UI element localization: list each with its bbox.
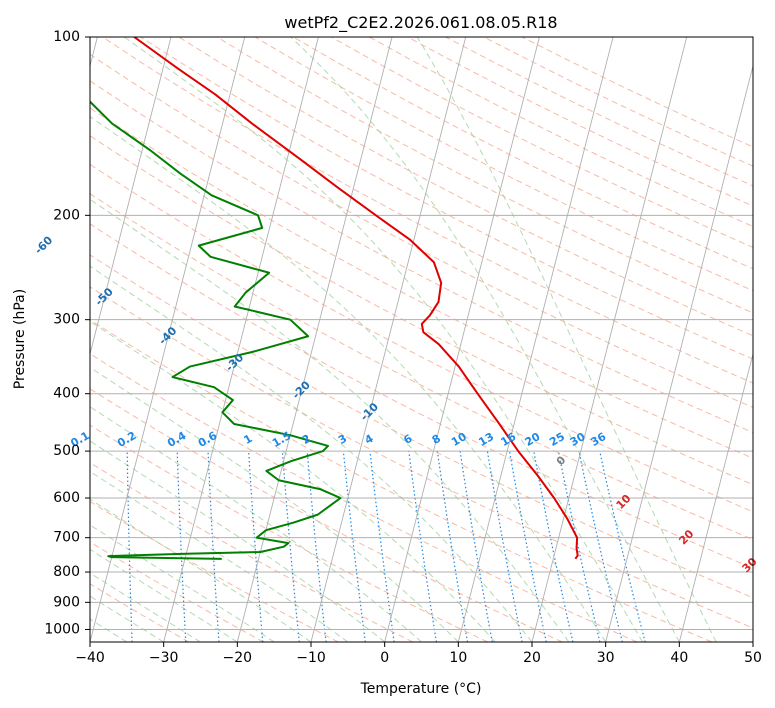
dry-adiabat bbox=[178, 37, 753, 337]
dry-adiabat bbox=[90, 163, 753, 513]
y-tick-label: 800 bbox=[53, 564, 80, 580]
mixing-ratio-line bbox=[369, 451, 395, 642]
isotherm-line bbox=[310, 37, 467, 642]
pressure-gridlines bbox=[90, 37, 753, 630]
y-tick-label: 400 bbox=[53, 386, 80, 402]
y-tick-label: 900 bbox=[53, 594, 80, 610]
mixing-ratio-line bbox=[342, 451, 366, 642]
chart-title: wetPf2_C2E2.2026.061.08.05.R18 bbox=[284, 13, 557, 33]
dry-adiabat bbox=[90, 53, 753, 409]
mixing-ratio-line bbox=[557, 450, 601, 642]
dry-adiabat bbox=[90, 583, 190, 642]
plot-frame bbox=[89, 36, 754, 643]
x-axis-ticks: −40 −30 −20 −10 0 10 20 30 40 50 bbox=[75, 642, 762, 666]
x-tick-label: −40 bbox=[75, 650, 105, 666]
isotherm-line bbox=[384, 37, 540, 642]
mixing-ratio-line bbox=[248, 451, 264, 642]
y-tick-label: 100 bbox=[53, 29, 80, 45]
x-tick-label: 10 bbox=[449, 650, 467, 666]
x-tick-label: 30 bbox=[597, 650, 615, 666]
isotherm-line bbox=[236, 37, 393, 642]
x-tick-label: −30 bbox=[149, 650, 179, 666]
x-axis-label: Temperature (°C) bbox=[360, 681, 482, 697]
x-tick-label: 40 bbox=[670, 650, 688, 666]
mixing-ratio-line bbox=[306, 451, 327, 642]
skewed-isotherms bbox=[90, 37, 753, 642]
moist-adiabat bbox=[416, 37, 717, 642]
isotherm-line bbox=[605, 64, 753, 642]
profile-series bbox=[90, 37, 579, 560]
moist-adiabat bbox=[90, 366, 459, 642]
isotherm-line bbox=[531, 37, 688, 642]
dry-adiabat bbox=[90, 319, 712, 642]
x-tick-label: −20 bbox=[223, 650, 253, 666]
x-tick-label: 50 bbox=[744, 650, 762, 666]
mixing-ratio-line bbox=[533, 450, 574, 642]
y-tick-label: 700 bbox=[53, 530, 80, 546]
plot-background bbox=[90, 37, 753, 642]
dry-adiabat bbox=[90, 254, 753, 599]
dewpoint-line bbox=[90, 100, 342, 560]
isotherm-line bbox=[678, 352, 753, 642]
dry-adiabat bbox=[90, 388, 563, 642]
y-tick-label: 1000 bbox=[44, 621, 80, 637]
dry-adiabat bbox=[90, 135, 753, 486]
x-tick-label: −10 bbox=[296, 650, 326, 666]
moist-adiabat bbox=[290, 37, 680, 642]
moist-adiabat bbox=[90, 115, 607, 642]
dry-adiabat bbox=[90, 286, 753, 629]
mixing-ratio-line bbox=[80, 451, 81, 642]
dry-adiabat bbox=[90, 353, 638, 642]
temperature-line bbox=[133, 37, 579, 560]
mixing-ratio-line bbox=[578, 450, 623, 642]
isotherm-line bbox=[90, 37, 246, 642]
dry-adiabat bbox=[90, 424, 488, 642]
mixing-ratio-line bbox=[508, 450, 547, 642]
y-axis-ticks: 100 200 300 400 500 600 700 800 900 1000 bbox=[44, 29, 90, 637]
moist-adiabat bbox=[90, 265, 533, 642]
isotherm-label: -60 bbox=[32, 233, 55, 256]
isotherm-line bbox=[163, 37, 319, 642]
x-tick-label: 20 bbox=[523, 650, 541, 666]
dry-adiabat bbox=[90, 80, 753, 434]
y-tick-label: 500 bbox=[53, 443, 80, 459]
isotherm-line bbox=[90, 37, 172, 356]
moist-adiabat bbox=[90, 198, 570, 642]
x-tick-label: 0 bbox=[380, 650, 389, 666]
y-tick-label: 200 bbox=[53, 207, 80, 223]
moist-adiabat bbox=[90, 470, 349, 642]
isotherm-line bbox=[457, 37, 614, 642]
isotherm-line bbox=[752, 640, 753, 642]
y-axis-label: Pressure (hPa) bbox=[12, 289, 28, 389]
mixing-ratio-line bbox=[408, 451, 438, 642]
dry-adiabat bbox=[216, 37, 753, 314]
mixing-ratio-line bbox=[281, 451, 300, 642]
moist-adiabat bbox=[90, 406, 422, 642]
y-tick-label: 600 bbox=[53, 490, 80, 506]
dry-adiabats bbox=[90, 37, 753, 642]
y-tick-label: 300 bbox=[53, 312, 80, 328]
moist-adiabat bbox=[90, 440, 385, 642]
moist-adiabat bbox=[123, 37, 643, 642]
